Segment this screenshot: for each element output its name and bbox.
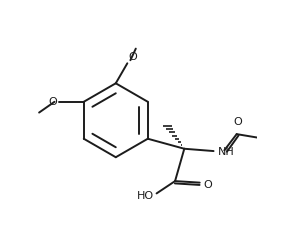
Text: O: O [233,117,242,127]
Text: O: O [129,52,138,62]
Text: O: O [48,97,57,107]
Text: NH: NH [217,147,234,157]
Text: O: O [204,180,212,190]
Text: HO: HO [136,192,154,201]
